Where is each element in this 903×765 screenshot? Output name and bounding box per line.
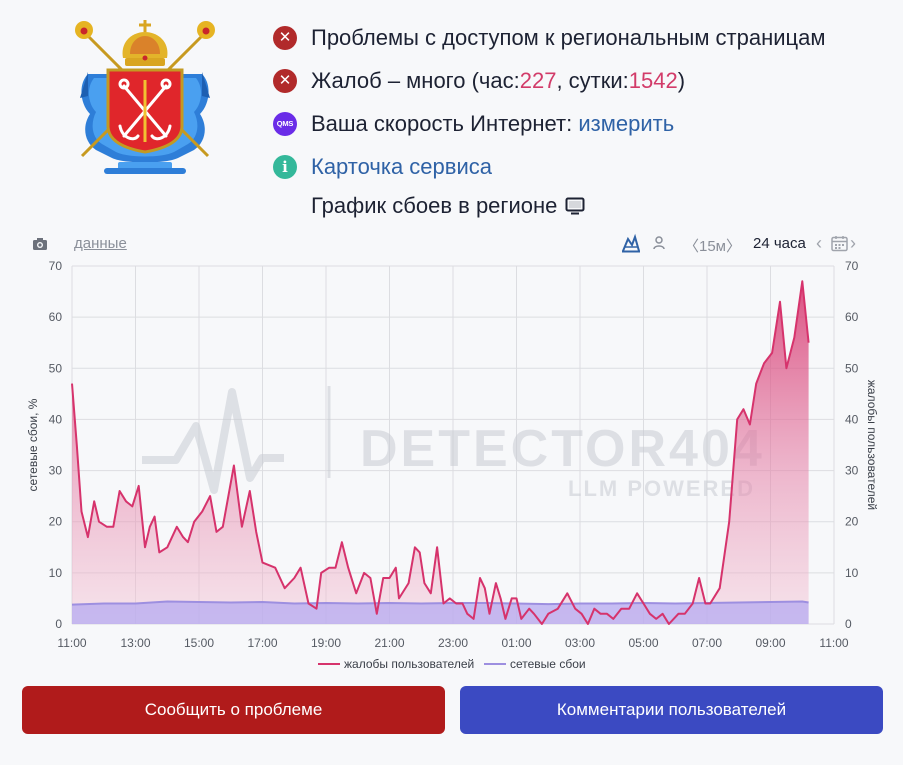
- outages-area: [72, 601, 809, 624]
- complaints-day-count: 1542: [628, 67, 678, 93]
- status-list: ✕ Проблемы с доступом к региональным стр…: [273, 16, 893, 188]
- period-15m-button[interactable]: 〈15м〉: [684, 238, 741, 255]
- y-tick-label-left: 40: [49, 412, 63, 426]
- x-tick-label: 15:00: [184, 636, 214, 650]
- chart-series: [71, 280, 810, 625]
- complaints-prefix: Жалоб – много (час:: [311, 67, 520, 93]
- service-card-link[interactable]: Карточка сервиса: [311, 153, 492, 179]
- user-comments-button[interactable]: Комментарии пользователей: [460, 686, 883, 734]
- service-card-row: i Карточка сервиса: [273, 145, 893, 188]
- watermark: DETECTOR404 LLM POWERED: [142, 386, 765, 501]
- y-tick-label-right: 60: [845, 310, 859, 324]
- calendar-icon[interactable]: [831, 235, 848, 252]
- chevron-left-icon[interactable]: ‹: [816, 233, 822, 253]
- chart-axes: 0 0 10 10 20 20 30 30 40 40 50 50 60 60 70 70 11:00 13:00…: [26, 259, 879, 650]
- y-tick-label-left: 20: [49, 515, 63, 529]
- report-problem-button[interactable]: Сообщить о проблеме: [22, 686, 445, 734]
- chevron-right-icon[interactable]: ›: [850, 233, 856, 253]
- error-x-icon: ✕: [273, 68, 297, 93]
- y-axis-label-right: жалобы пользователей: [865, 380, 879, 510]
- outage-chart: DETECTOR404 LLM POWERED 0 0 10 10 20 20 30 30 40…: [26, 259, 879, 671]
- y-tick-label-right: 20: [845, 515, 859, 529]
- x-tick-label: 23:00: [438, 636, 468, 650]
- y-tick-label-right: 70: [845, 259, 859, 273]
- coat-of-arms-logo: [75, 20, 215, 174]
- complaints-area: [72, 281, 809, 624]
- area-chart-icon[interactable]: [621, 233, 641, 253]
- x-tick-label: 11:00: [819, 636, 848, 650]
- y-tick-label-left: 30: [49, 464, 63, 478]
- x-tick-label: 17:00: [247, 636, 277, 650]
- complaints-row: ✕ Жалоб – много (час: 227, сутки: 1542): [273, 59, 893, 102]
- x-tick-label: 03:00: [565, 636, 595, 650]
- y-tick-label-right: 30: [845, 464, 859, 478]
- x-tick-label: 19:00: [311, 636, 341, 650]
- y-tick-label-right: 40: [845, 412, 859, 426]
- watermark-subtitle: LLM POWERED: [568, 476, 755, 501]
- chart-toolbar: данные 〈15м〉 24 часа ‹ ›: [0, 230, 903, 258]
- y-axis-label-left: сетевые сбои, %: [26, 398, 40, 491]
- x-tick-label: 21:00: [374, 636, 404, 650]
- legend-label-complaints: жалобы пользователей: [344, 657, 474, 671]
- person-icon[interactable]: [653, 236, 665, 250]
- y-tick-label-left: 10: [49, 566, 63, 580]
- data-link[interactable]: данные: [74, 235, 127, 252]
- period-24h-button[interactable]: 24 часа: [753, 235, 806, 252]
- y-tick-label-right: 50: [845, 361, 859, 375]
- watermark-title: DETECTOR404: [360, 420, 765, 478]
- access-problem-row: ✕ Проблемы с доступом к региональным стр…: [273, 16, 893, 59]
- complaints-mid: , сутки:: [556, 67, 629, 93]
- speed-label: Ваша скорость Интернет:: [311, 110, 579, 136]
- y-tick-label-left: 0: [55, 617, 62, 631]
- x-tick-label: 07:00: [692, 636, 722, 650]
- measure-speed-link[interactable]: измерить: [578, 110, 675, 136]
- y-tick-label-right: 0: [845, 617, 852, 631]
- qms-icon: QMS: [273, 111, 297, 136]
- info-icon: i: [273, 154, 297, 179]
- access-problem-text: Проблемы с доступом к региональным стран…: [311, 24, 826, 50]
- x-tick-label: 01:00: [501, 636, 531, 650]
- chart-heading: График сбоев в регионе: [311, 193, 585, 219]
- error-x-icon: ✕: [273, 25, 297, 50]
- camera-icon[interactable]: [32, 237, 48, 251]
- x-tick-label: 05:00: [628, 636, 658, 650]
- legend-label-outages: сетевые сбои: [510, 657, 586, 671]
- y-tick-label-left: 60: [49, 310, 63, 324]
- y-tick-label-right: 10: [845, 566, 859, 580]
- complaints-suffix: ): [677, 67, 686, 93]
- complaints-line: [71, 280, 810, 625]
- x-tick-label: 11:00: [57, 636, 86, 650]
- x-tick-label: 09:00: [755, 636, 785, 650]
- y-tick-label-left: 50: [49, 361, 63, 375]
- chart-legend: жалобы пользователей сетевые сбои: [318, 657, 586, 671]
- complaints-hour-count: 227: [519, 67, 557, 93]
- speed-row: QMS Ваша скорость Интернет: измерить: [273, 102, 893, 145]
- y-tick-label-left: 70: [49, 259, 63, 273]
- x-tick-label: 13:00: [120, 636, 150, 650]
- monitor-icon[interactable]: [565, 197, 585, 215]
- chart-heading-text: График сбоев в регионе: [311, 193, 558, 218]
